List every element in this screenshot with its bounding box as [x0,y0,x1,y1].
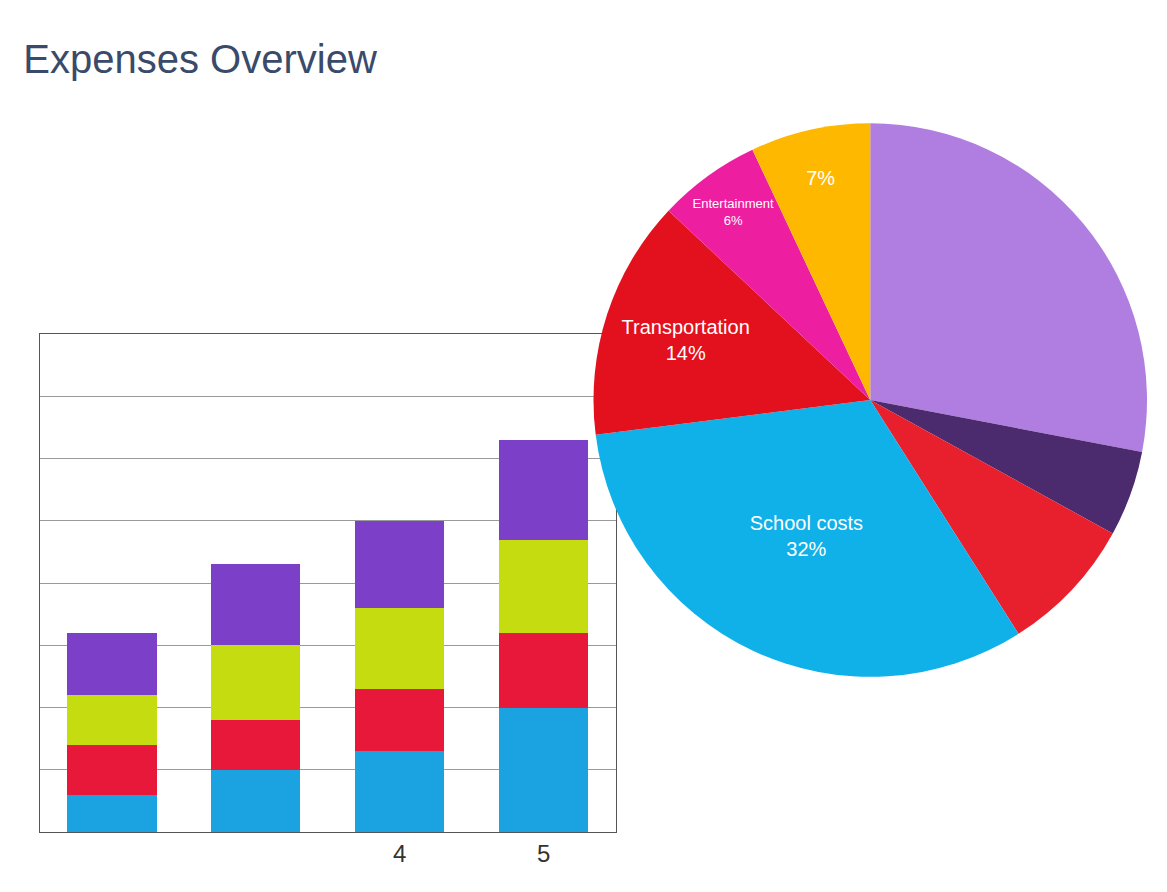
svg-text:Entertainment6%: Entertainment6% [692,196,774,228]
svg-text:Expenses Overview: Expenses Overview [23,37,377,81]
svg-text:7%: 7% [806,167,835,189]
svg-text:Transportation14%: Transportation14% [622,316,750,364]
svg-text:5: 5 [537,840,550,867]
svg-text:School costs32%: School costs32% [750,512,863,560]
svg-text:4: 4 [393,840,406,867]
